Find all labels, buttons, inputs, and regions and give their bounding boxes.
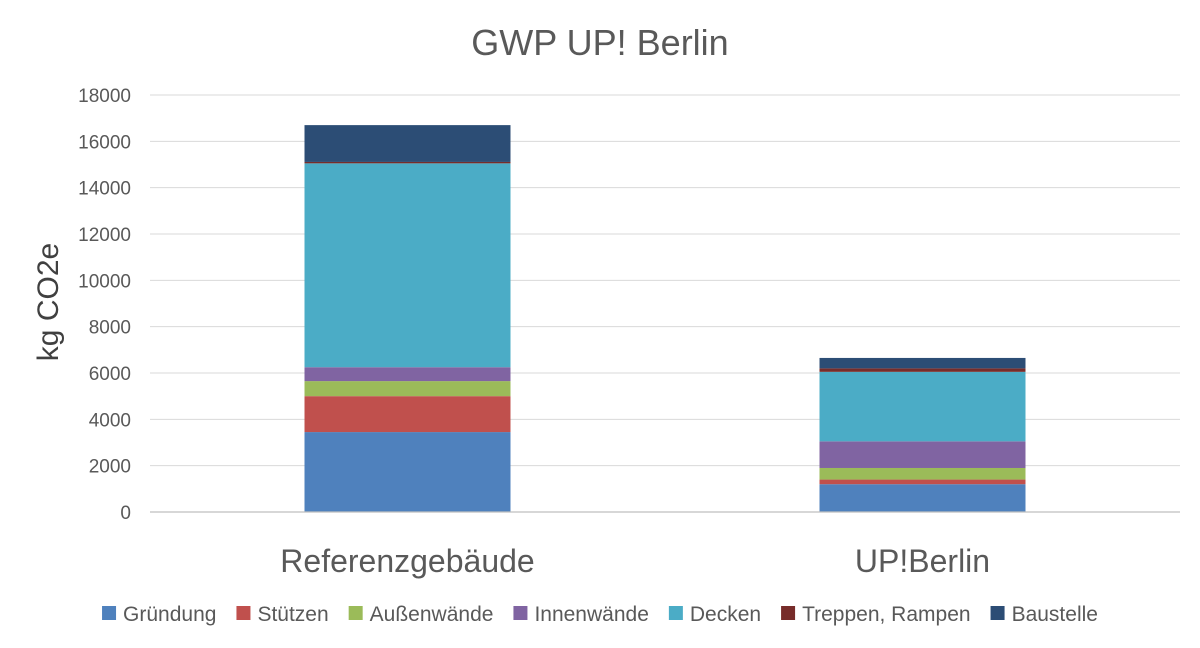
legend-swatch: [348, 606, 363, 620]
legend-label: Decken: [690, 603, 761, 626]
bar-segment: [304, 432, 511, 512]
legend-label: Stützen: [257, 603, 328, 626]
bar-segment: [304, 161, 511, 164]
y-tick-label: 4000: [89, 410, 131, 431]
legend-swatch: [102, 606, 117, 620]
legend-item: Treppen, Rampen: [781, 603, 971, 626]
y-tick-label: 10000: [78, 271, 131, 292]
y-tick-label: 0: [120, 503, 131, 524]
y-tick-label: 18000: [78, 86, 131, 107]
legend-swatch: [781, 606, 796, 620]
legend-label: Außenwände: [370, 603, 494, 626]
bar-segment: [819, 484, 1026, 512]
legend-label: Innenwände: [534, 603, 648, 626]
legend-swatch: [668, 606, 683, 620]
legend-swatch: [990, 606, 1005, 620]
legend-item: Baustelle: [990, 603, 1098, 626]
bar-segment: [304, 163, 511, 368]
legend-label: Gründung: [123, 603, 216, 626]
bar-segment: [819, 441, 1026, 468]
y-axis-label: kg CO2e: [32, 243, 65, 361]
x-tick-labels: Referenzgebäude UP!Berlin: [280, 543, 990, 579]
legend-swatch: [236, 606, 251, 620]
legend-swatch: [513, 606, 528, 620]
bar-segment: [304, 396, 511, 433]
y-tick-label: 12000: [78, 225, 131, 246]
chart-title: GWP UP! Berlin: [471, 22, 728, 63]
y-tick-label: 14000: [78, 179, 131, 200]
legend-item: Außenwände: [348, 603, 494, 626]
legend: Gründung Stützen Außenwände Innenwände Decke…: [102, 603, 1098, 626]
legend-label: Treppen, Rampen: [802, 603, 970, 626]
bar-segment: [304, 381, 511, 397]
bar-segment: [819, 467, 1026, 480]
bar-segment: [819, 357, 1026, 369]
bars: [304, 125, 1026, 512]
legend-item: Innenwände: [513, 603, 649, 626]
legend-item: Decken: [668, 603, 761, 626]
legend-item: Stützen: [236, 603, 329, 626]
legend-item: Gründung: [102, 603, 216, 626]
y-tick-label: 16000: [78, 132, 131, 153]
y-tick-label: 8000: [89, 318, 131, 339]
bar-segment: [819, 479, 1026, 485]
y-tick-label: 2000: [89, 457, 131, 478]
bar-segment: [819, 368, 1026, 372]
x-tick-label: Referenzgebäude: [280, 543, 534, 579]
x-tick-label: UP!Berlin: [855, 543, 990, 579]
bar-segment: [304, 367, 511, 382]
bar-segment: [304, 125, 511, 162]
bar-segment: [819, 371, 1026, 442]
y-tick-label: 6000: [89, 364, 131, 385]
legend-label: Baustelle: [1012, 603, 1098, 626]
y-tick-labels: 0 2000 4000 6000 8000 10000 12000 14000 16000 180…: [78, 86, 131, 524]
